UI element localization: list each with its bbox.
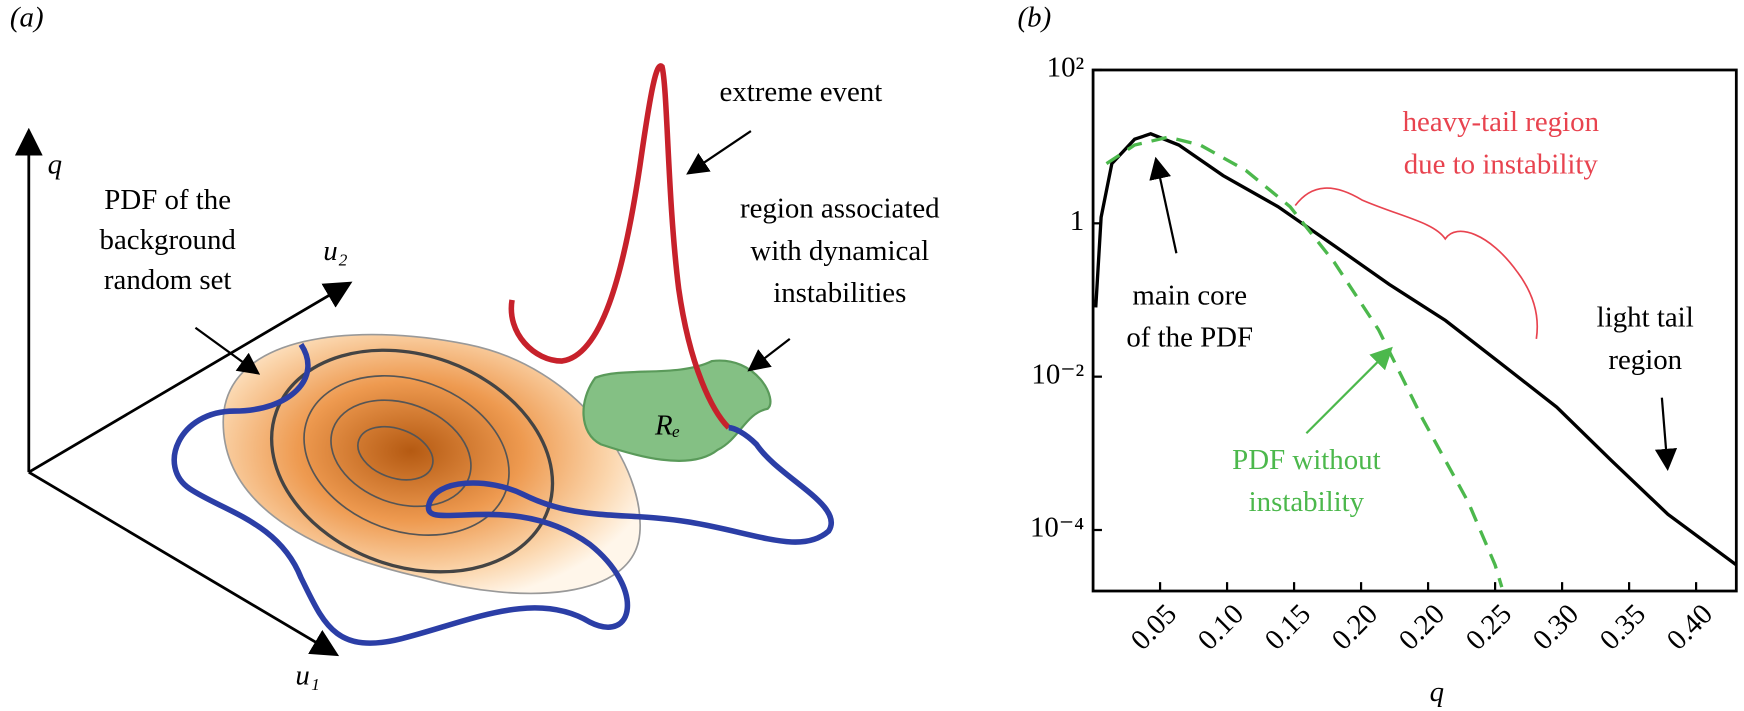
y-tick-label: 1 — [1070, 205, 1084, 237]
x-tick-label: 0.35 — [1594, 598, 1652, 656]
label-line: region associated — [740, 193, 940, 225]
y-tick-label: 10⁻⁴ — [1030, 512, 1084, 544]
extreme-trajectory — [508, 63, 731, 430]
x-tick-label: 0.15 — [1259, 598, 1317, 656]
panel-a: (a) q u₂ u₁ Rₑ PDF of the background ran… — [10, 2, 940, 692]
label-line: background — [100, 224, 237, 256]
annotation: light tail — [1597, 302, 1694, 334]
contour — [357, 425, 434, 481]
background-trajectory — [171, 342, 834, 646]
x-tick-label: 0.10 — [1192, 598, 1250, 656]
label-line: random set — [104, 264, 232, 296]
annotation: main core — [1132, 279, 1247, 311]
x-tick-label: 0.20 — [1393, 598, 1451, 656]
arrow — [747, 337, 791, 372]
y-tick-label: 10² — [1047, 52, 1085, 84]
annotation: due to instability — [1404, 148, 1599, 180]
label-line: with dynamical — [750, 235, 929, 267]
annotation: instability — [1249, 486, 1365, 518]
extreme-label: extreme event — [720, 76, 883, 108]
region-symbol: Rₑ — [654, 409, 680, 441]
axis-label: u₂ — [323, 235, 347, 267]
annotation: of the PDF — [1126, 322, 1253, 354]
x-tick-label: 0.20 — [1326, 598, 1384, 656]
instability-region — [582, 359, 772, 462]
contour — [330, 399, 472, 508]
arrow — [1149, 156, 1178, 254]
arrow — [1654, 397, 1678, 472]
x-axis-label: q — [1430, 676, 1444, 708]
annotation: PDF without — [1232, 444, 1380, 476]
x-tick-label: 0.40 — [1661, 598, 1719, 656]
contour — [303, 375, 510, 536]
axis-label: u₁ — [295, 659, 319, 691]
axis — [28, 470, 340, 657]
pdf-label: PDF of the background random set — [100, 184, 237, 296]
label-line: instabilities — [773, 277, 906, 309]
x-tick-label: 0.05 — [1125, 598, 1183, 656]
brace — [1294, 187, 1539, 339]
y-tick-label: 10⁻² — [1031, 358, 1084, 390]
pdf-blob — [222, 333, 641, 595]
annotation: region — [1608, 344, 1682, 376]
region-label: region associated with dynamical instabi… — [740, 193, 940, 309]
arrow — [686, 130, 752, 175]
series-line — [1105, 135, 1504, 588]
annotation: heavy-tail region — [1403, 106, 1599, 138]
axis — [28, 281, 353, 474]
axis-label: q — [48, 148, 62, 180]
arrow — [194, 326, 261, 375]
label-line: PDF of the — [104, 184, 231, 216]
panel-label: (b) — [1018, 2, 1052, 34]
x-tick-label: 0.30 — [1527, 598, 1585, 656]
x-tick-label: 0.25 — [1460, 598, 1518, 656]
panel-b-decor — [1149, 156, 1678, 472]
contour — [269, 348, 555, 574]
arrow — [1305, 346, 1393, 435]
plot-frame — [1091, 68, 1738, 593]
panel-label: (a) — [10, 2, 44, 34]
